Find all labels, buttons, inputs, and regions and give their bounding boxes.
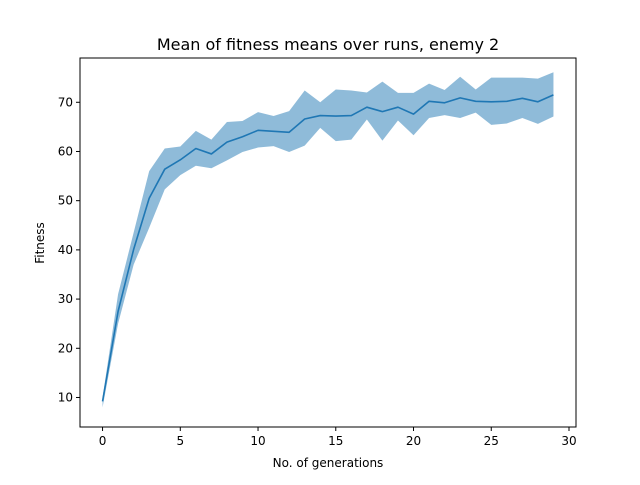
x-tick-label: 20 (406, 434, 421, 448)
x-tick-label: 25 (484, 434, 499, 448)
mean-line (101, 94, 554, 402)
plot-area (101, 72, 554, 408)
axes-frame (79, 57, 577, 428)
y-axis-label: Fitness (33, 222, 47, 264)
x-tick-label: 0 (99, 434, 107, 448)
y-tick-label: 70 (58, 95, 73, 109)
x-tick-label: 30 (561, 434, 576, 448)
chart-title: Mean of fitness means over runs, enemy 2 (157, 35, 499, 54)
x-tick-label: 15 (328, 434, 343, 448)
y-tick-label: 50 (58, 194, 73, 208)
x-axis-ticks: 0 5 10 15 20 25 30 (99, 427, 577, 448)
y-tick-label: 10 (58, 390, 73, 404)
y-tick-label: 40 (58, 243, 73, 257)
y-tick-label: 60 (58, 144, 73, 158)
std-band (102, 72, 554, 408)
y-tick-label: 30 (58, 292, 73, 306)
y-tick-label: 20 (58, 341, 73, 355)
x-tick-label: 5 (176, 434, 184, 448)
y-axis-ticks: 10 20 30 40 50 60 70 (58, 95, 80, 404)
x-axis-label: No. of generations (273, 456, 384, 470)
x-tick-label: 10 (250, 434, 265, 448)
